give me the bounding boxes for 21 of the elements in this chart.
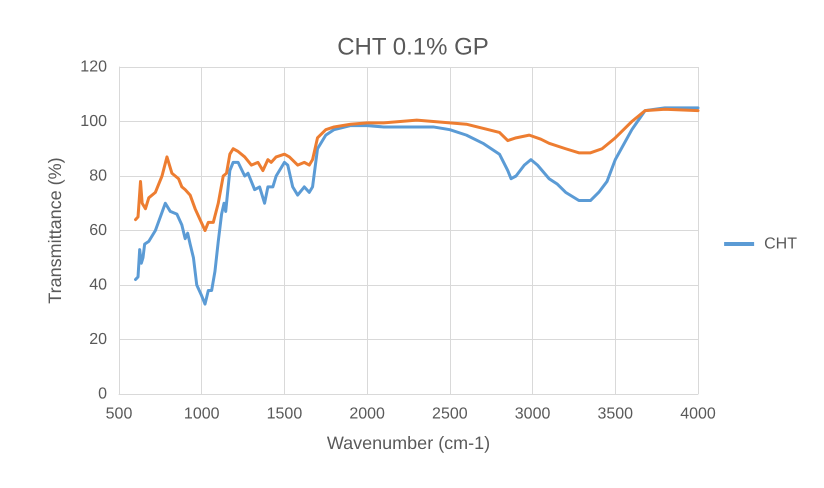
x-tick-label: 1500 <box>266 406 302 422</box>
x-tick-label: 3500 <box>597 406 634 422</box>
line-series <box>134 106 700 306</box>
y-tick-label: 20 <box>89 331 108 348</box>
y-tick-label: 0 <box>98 386 108 402</box>
x-tick-label: 3000 <box>514 406 550 422</box>
x-tick-label: 4000 <box>680 406 716 422</box>
y-tick-label: 120 <box>80 58 108 76</box>
legend-label: CHT <box>764 236 798 252</box>
y-tick-label: 80 <box>89 168 108 184</box>
x-axis-title: Wavenumber (cm-1) <box>326 433 490 453</box>
y-tick-label: 40 <box>89 276 108 294</box>
y-axis-title: Transmittance (%) <box>45 157 65 304</box>
line-series <box>134 108 700 232</box>
x-tick-label: 1000 <box>184 406 220 422</box>
x-tick-label: 2500 <box>432 406 468 422</box>
y-tick-label: 100 <box>80 113 108 130</box>
y-tick-label: 60 <box>89 222 108 239</box>
x-tick-label: 500 <box>106 406 132 422</box>
chart-title: CHT 0.1% GP <box>337 34 489 60</box>
x-tick-label: 2000 <box>349 406 386 422</box>
